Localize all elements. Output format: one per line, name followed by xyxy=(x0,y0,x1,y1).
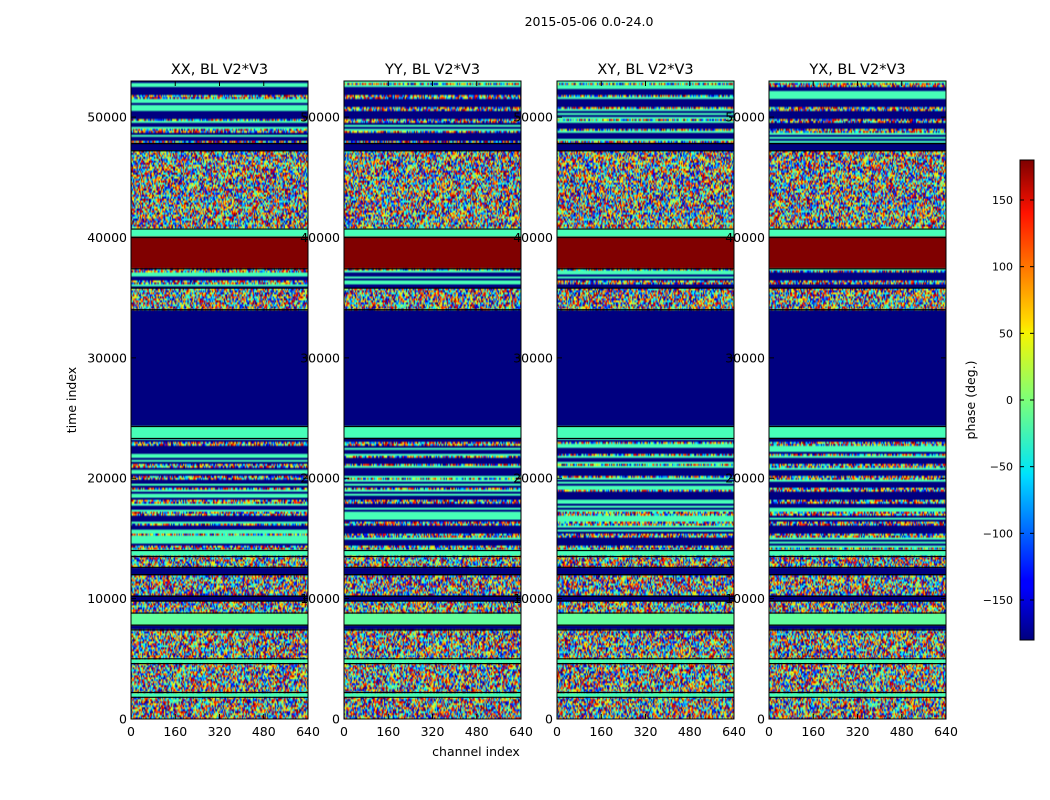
y-tick-label: 40000 xyxy=(300,230,340,245)
x-tick-label: 320 xyxy=(846,724,870,739)
x-tick-label: 0 xyxy=(765,724,773,739)
y-tick-label: 30000 xyxy=(300,350,340,365)
colorbar-tick-label: −100 xyxy=(983,527,1013,540)
x-tick-label: 320 xyxy=(634,724,658,739)
colorbar-tick-label: 50 xyxy=(999,327,1013,340)
y-tick-label: 40000 xyxy=(725,230,765,245)
panel-title: YY, BL V2*V3 xyxy=(384,62,480,78)
colorbar-tick-label: 100 xyxy=(992,261,1013,274)
y-axis-label: time index xyxy=(64,367,79,433)
colorbar-label: phase (deg.) xyxy=(963,361,978,440)
y-tick-label: 20000 xyxy=(300,471,340,486)
x-tick-label: 480 xyxy=(890,724,914,739)
panel-1: XX, BL V2*V3 0 160 320 480 640 0 10000 20000 3000… xyxy=(87,62,320,739)
panels: XX, BL V2*V3 0 160 320 480 640 0 10000 20000 3000… xyxy=(87,62,958,739)
colorbar-tick-label: −50 xyxy=(990,461,1013,474)
phase-heatmap xyxy=(557,81,734,719)
colorbar-tick-label: −150 xyxy=(983,594,1013,607)
panel-3: XY, BL V2*V3 0 160 320 480 640 0 10000 20000 3000… xyxy=(513,62,746,739)
x-tick-label: 320 xyxy=(208,724,232,739)
y-tick-label: 50000 xyxy=(725,110,765,125)
y-tick-label: 30000 xyxy=(513,350,553,365)
x-tick-label: 160 xyxy=(376,724,400,739)
x-tick-label: 640 xyxy=(722,724,746,739)
y-tick-label: 20000 xyxy=(87,471,127,486)
x-tick-label: 480 xyxy=(465,724,489,739)
y-tick-label: 0 xyxy=(545,712,553,727)
phase-heatmap xyxy=(344,81,521,719)
colorbar-tick-label: 0 xyxy=(1006,394,1013,407)
panel-2: YY, BL V2*V3 0 160 320 480 640 0 10000 20000 3000… xyxy=(300,62,533,739)
x-axis-label: channel index xyxy=(432,744,520,759)
y-tick-label: 10000 xyxy=(300,591,340,606)
figure-suptitle: 2015-05-06 0.0-24.0 xyxy=(525,14,654,29)
y-tick-label: 30000 xyxy=(725,350,765,365)
x-tick-label: 160 xyxy=(801,724,825,739)
x-tick-label: 0 xyxy=(340,724,348,739)
x-tick-label: 480 xyxy=(252,724,276,739)
panel-title: YX, BL V2*V3 xyxy=(808,62,905,78)
panel-4: YX, BL V2*V3 0 160 320 480 640 0 10000 20000 3000… xyxy=(725,62,958,739)
x-tick-label: 640 xyxy=(934,724,958,739)
y-tick-label: 50000 xyxy=(513,110,553,125)
x-tick-label: 0 xyxy=(553,724,561,739)
colorbar-tick-label: 150 xyxy=(992,194,1013,207)
x-tick-label: 320 xyxy=(421,724,445,739)
panel-title: XY, BL V2*V3 xyxy=(597,62,693,78)
colorbar-ticks: 150 100 50 0 −50 −100 −150 xyxy=(983,194,1034,607)
y-tick-label: 10000 xyxy=(725,591,765,606)
x-tick-label: 160 xyxy=(163,724,187,739)
x-tick-label: 0 xyxy=(127,724,135,739)
y-tick-label: 30000 xyxy=(87,350,127,365)
x-tick-label: 480 xyxy=(678,724,702,739)
y-tick-label: 40000 xyxy=(513,230,553,245)
y-tick-label: 20000 xyxy=(725,471,765,486)
y-tick-label: 10000 xyxy=(87,591,127,606)
y-tick-label: 10000 xyxy=(513,591,553,606)
x-tick-label: 640 xyxy=(296,724,320,739)
phase-heatmap xyxy=(131,81,308,719)
y-tick-label: 50000 xyxy=(300,110,340,125)
y-tick-label: 0 xyxy=(332,712,340,727)
y-tick-label: 20000 xyxy=(513,471,553,486)
panel-title: XX, BL V2*V3 xyxy=(171,62,268,78)
phase-heatmap xyxy=(769,81,946,719)
y-tick-label: 50000 xyxy=(87,110,127,125)
y-tick-label: 0 xyxy=(119,712,127,727)
colorbar: 150 100 50 0 −50 −100 −150 phase (deg.) xyxy=(963,159,1035,641)
x-tick-label: 160 xyxy=(589,724,613,739)
y-tick-label: 40000 xyxy=(87,230,127,245)
y-tick-label: 0 xyxy=(757,712,765,727)
x-tick-label: 640 xyxy=(509,724,533,739)
